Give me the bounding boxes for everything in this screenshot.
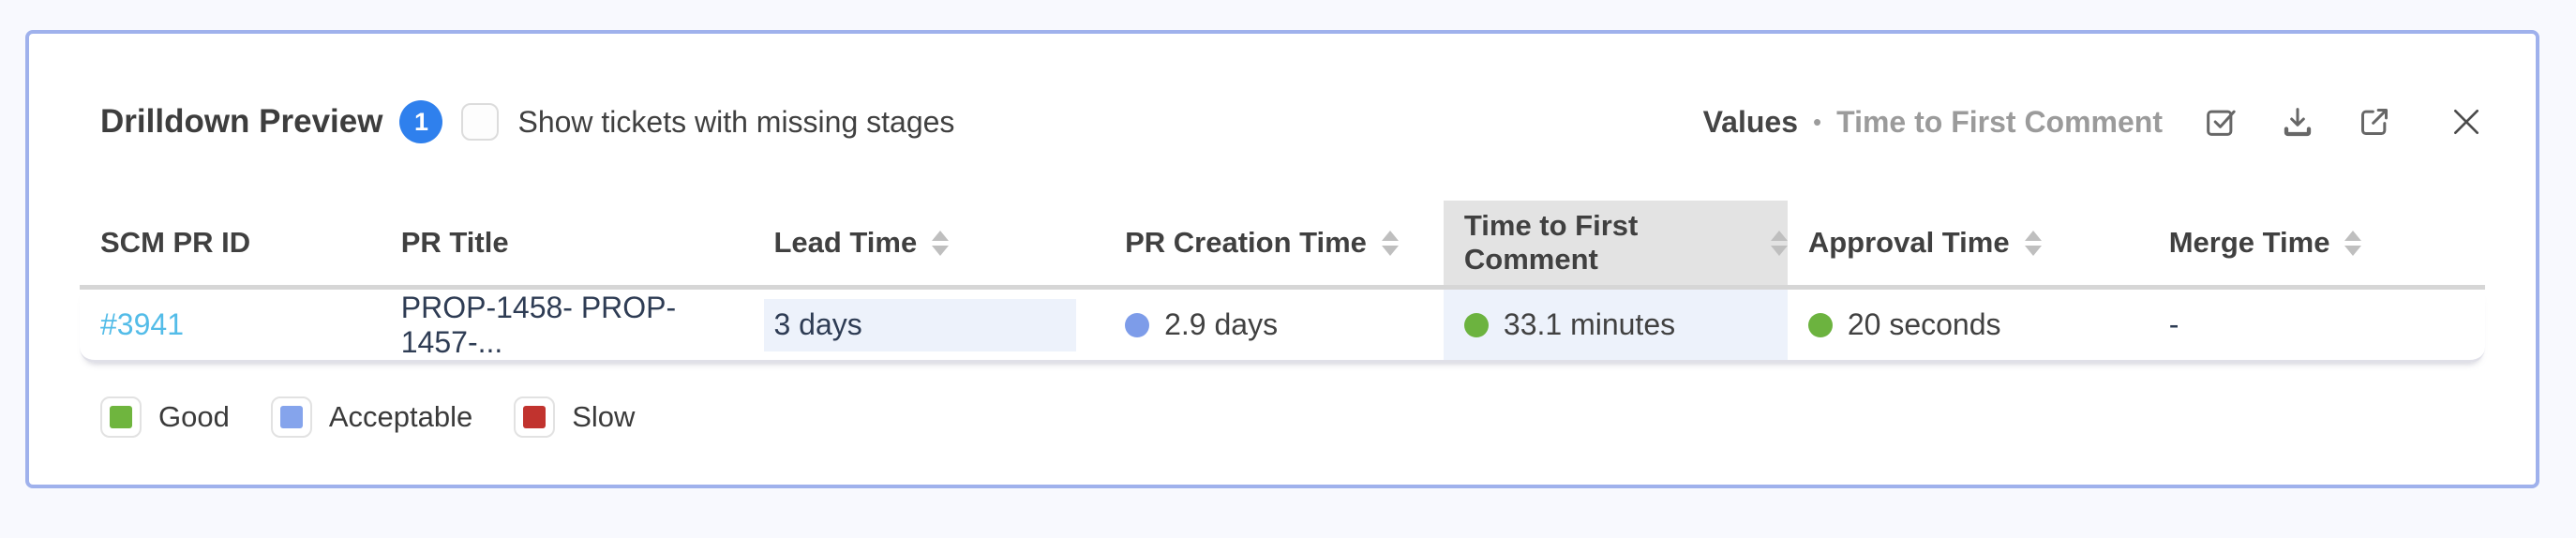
page-title: Drilldown Preview: [100, 103, 383, 140]
legend-checkbox[interactable]: [270, 396, 312, 438]
col-header-label: Lead Time: [773, 226, 918, 259]
cell-approval-time: 20 seconds: [1788, 290, 2149, 360]
col-header-label: PR Creation Time: [1125, 226, 1367, 259]
cell-merge-time: -: [2149, 290, 2485, 360]
col-header-scm-pr-id: SCM PR ID: [80, 201, 381, 285]
select-checkbox-icon[interactable]: [2202, 103, 2239, 141]
panel-header-right: Values • Time to First Comment: [1703, 103, 2485, 141]
pr-creation-time-value: 2.9 days: [1164, 307, 1279, 341]
panel-header: Drilldown Preview 1 Show tickets with mi…: [80, 96, 2485, 148]
missing-stages-checkbox[interactable]: [461, 103, 500, 141]
approval-time-value: 20 seconds: [1847, 307, 2001, 341]
sort-icon[interactable]: [2024, 230, 2042, 256]
col-header-approval-time[interactable]: Approval Time: [1788, 201, 2149, 285]
legend-item-good[interactable]: Good: [100, 396, 230, 438]
legend-label: Acceptable: [328, 400, 473, 433]
col-header-lead-time[interactable]: Lead Time: [753, 201, 1104, 285]
count-badge: 1: [399, 100, 443, 143]
lead-time-highlight: 3 days: [764, 298, 1077, 351]
legend-item-slow[interactable]: Slow: [514, 396, 635, 438]
separator-dot: •: [1813, 107, 1822, 136]
legend-item-acceptable[interactable]: Acceptable: [270, 396, 473, 438]
table-header-row: SCM PR ID PR Title Lead Time PR Creation…: [80, 201, 2485, 290]
col-header-merge-time[interactable]: Merge Time: [2149, 201, 2485, 285]
time-to-first-comment-value: 33.1 minutes: [1503, 307, 1676, 341]
sort-icon[interactable]: [1770, 230, 1788, 256]
cell-time-to-first-comment: 33.1 minutes: [1443, 290, 1788, 360]
download-icon[interactable]: [2279, 103, 2316, 141]
open-external-icon[interactable]: [2356, 103, 2393, 141]
status-legend: Good Acceptable Slow: [100, 396, 2485, 438]
cell-pr-creation-time: 2.9 days: [1104, 290, 1444, 360]
col-header-pr-creation-time[interactable]: PR Creation Time: [1104, 201, 1444, 285]
values-label: Values: [1702, 104, 1798, 139]
cell-scm-pr-id: #3941: [80, 290, 381, 360]
merge-time-value: -: [2168, 307, 2179, 341]
missing-stages-label: Show tickets with missing stages: [517, 104, 955, 139]
sort-icon[interactable]: [2344, 230, 2362, 256]
cell-lead-time: 3 days: [753, 290, 1104, 360]
lead-time-value: 3 days: [773, 307, 862, 341]
metric-name-label: Time to First Comment: [1836, 104, 2163, 139]
drilldown-preview-panel: Drilldown Preview 1 Show tickets with mi…: [25, 30, 2539, 488]
col-header-label: Approval Time: [1807, 226, 2010, 259]
status-dot-good: [1807, 312, 1833, 337]
slow-swatch: [523, 406, 547, 428]
status-dot-acceptable: [1125, 312, 1150, 337]
close-icon[interactable]: [2448, 103, 2485, 141]
table-row: #3941 PROP-1458- PROP-1457-... 3 days 2.…: [80, 290, 2485, 363]
good-swatch: [110, 406, 132, 428]
acceptable-swatch: [279, 406, 303, 428]
col-header-label: SCM PR ID: [100, 226, 251, 259]
col-header-label: Merge Time: [2168, 226, 2330, 259]
legend-checkbox[interactable]: [100, 396, 142, 438]
cell-pr-title: PROP-1458- PROP-1457-...: [381, 290, 754, 360]
drilldown-table: SCM PR ID PR Title Lead Time PR Creation…: [80, 201, 2485, 363]
legend-label: Good: [158, 400, 230, 433]
pr-title-text: PROP-1458- PROP-1457-...: [400, 290, 677, 359]
col-header-label: Time to First Comment: [1463, 209, 1639, 276]
legend-checkbox[interactable]: [514, 396, 556, 438]
col-header-pr-title: PR Title: [381, 201, 754, 285]
col-header-label: PR Title: [400, 226, 509, 259]
sort-icon[interactable]: [932, 230, 950, 256]
pr-id-link[interactable]: #3941: [100, 307, 184, 341]
legend-label: Slow: [572, 400, 636, 433]
col-header-time-to-first-comment[interactable]: Time to First Comment: [1443, 201, 1788, 285]
sort-icon[interactable]: [1381, 230, 1399, 256]
status-dot-good: [1463, 312, 1489, 337]
